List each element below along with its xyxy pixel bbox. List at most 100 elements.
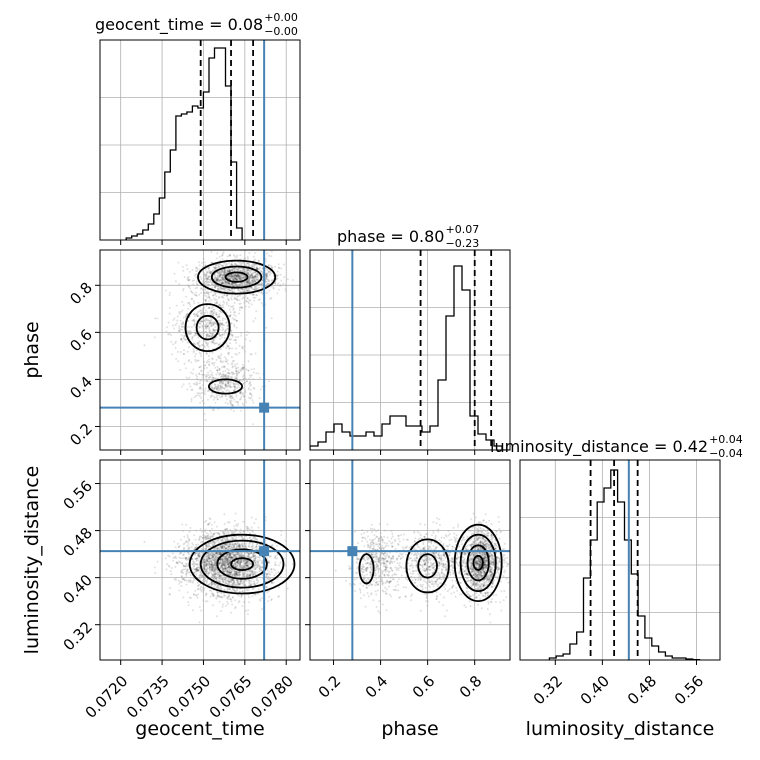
scatter-point: [245, 575, 248, 578]
scatter-point: [247, 565, 250, 568]
scatter-point: [212, 329, 215, 331]
scatter-point: [265, 274, 268, 277]
scatter-point: [233, 546, 236, 549]
scatter-point: [227, 385, 230, 388]
scatter-point: [255, 548, 258, 551]
scatter-point: [235, 276, 238, 278]
scatter-point: [226, 582, 229, 585]
scatter-point: [228, 545, 231, 548]
scatter-point: [230, 578, 233, 580]
scatter-point: [205, 295, 208, 297]
scatter-point: [206, 567, 209, 570]
scatter-point: [185, 583, 188, 586]
scatter-point: [254, 538, 257, 541]
scatter-point: [198, 351, 201, 354]
scatter-point: [212, 294, 214, 297]
scatter-point: [227, 553, 230, 555]
scatter-point: [227, 327, 230, 330]
scatter-point: [215, 586, 218, 588]
scatter-point: [211, 556, 214, 559]
scatter-point: [213, 540, 216, 543]
scatter-point: [252, 280, 255, 283]
scatter-point: [248, 569, 251, 572]
scatter-point: [224, 565, 227, 568]
scatter-point: [257, 267, 260, 270]
scatter-point: [230, 298, 233, 301]
scatter-point: [226, 561, 229, 564]
scatter-point: [192, 319, 195, 322]
scatter-point: [231, 276, 234, 279]
scatter-point: [246, 279, 249, 282]
scatter-point: [213, 361, 216, 364]
scatter-point: [226, 559, 228, 562]
scatter-point: [249, 381, 252, 384]
scatter-point: [195, 567, 198, 570]
scatter-point: [267, 280, 270, 283]
scatter-point: [217, 274, 219, 277]
scatter-point: [266, 273, 269, 276]
scatter-point: [212, 341, 215, 344]
scatter-point: [234, 573, 237, 576]
scatter-point: [218, 357, 221, 360]
scatter-point: [250, 526, 253, 529]
scatter-point: [234, 383, 236, 386]
scatter-point: [240, 555, 243, 558]
scatter-point: [257, 526, 260, 529]
scatter-point: [226, 538, 228, 541]
scatter-point: [196, 382, 199, 385]
scatter-point: [228, 347, 231, 350]
scatter-point: [205, 335, 208, 338]
scatter-point: [216, 594, 219, 597]
scatter-point: [228, 543, 231, 545]
scatter-point: [205, 519, 208, 522]
scatter-point: [249, 274, 252, 277]
scatter-point: [252, 320, 255, 323]
scatter-point: [240, 552, 243, 555]
scatter-point: [233, 571, 236, 574]
scatter-point: [192, 382, 195, 385]
scatter-point: [240, 369, 242, 372]
scatter-point: [217, 271, 220, 274]
scatter-point: [219, 585, 222, 587]
scatter-point: [223, 282, 226, 284]
scatter-point: [218, 315, 221, 318]
scatter-point: [222, 345, 225, 348]
scatter-point: [198, 346, 201, 348]
scatter-point: [215, 396, 218, 399]
scatter-point: [234, 566, 237, 569]
scatter-point: [220, 592, 223, 594]
scatter-point: [236, 353, 238, 356]
scatter-point: [224, 547, 227, 550]
scatter-point: [165, 326, 168, 329]
scatter-point: [198, 392, 201, 395]
scatter-point: [260, 566, 263, 569]
scatter-point: [212, 540, 215, 543]
scatter-point: [217, 277, 220, 280]
scatter-point: [216, 573, 219, 576]
scatter-point: [207, 335, 210, 338]
scatter-point: [223, 594, 226, 597]
scatter-point: [199, 541, 202, 544]
scatter-point: [248, 542, 251, 544]
scatter-point: [255, 278, 258, 281]
scatter-point: [240, 395, 243, 398]
scatter-point: [213, 557, 215, 560]
scatter-point: [188, 538, 191, 541]
scatter-point: [239, 579, 242, 582]
scatter-point: [215, 295, 218, 298]
scatter-point: [209, 563, 212, 566]
scatter-point: [211, 394, 214, 397]
scatter-point: [235, 275, 238, 277]
scatter-point: [209, 557, 212, 560]
scatter-point: [228, 275, 231, 278]
scatter-point: [194, 552, 197, 555]
scatter-point: [247, 561, 250, 564]
scatter-point: [248, 545, 251, 548]
scatter-point: [191, 542, 194, 545]
scatter-point: [214, 555, 217, 558]
scatter-point: [224, 567, 227, 570]
scatter-point: [255, 274, 258, 276]
scatter-point: [246, 574, 249, 577]
scatter-point: [205, 323, 208, 326]
scatter-point: [230, 578, 232, 581]
